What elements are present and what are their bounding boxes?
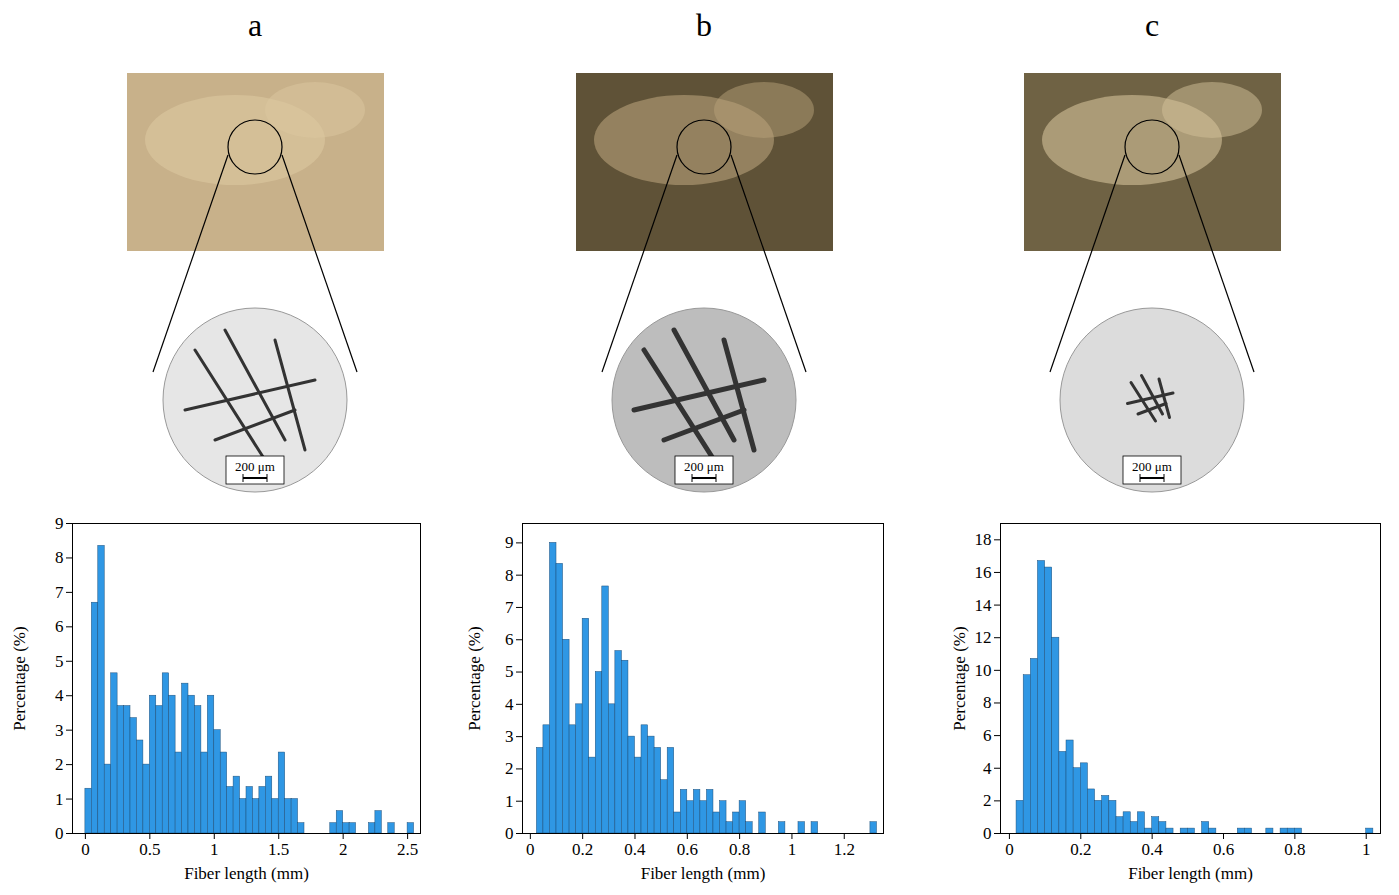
svg-text:4: 4: [983, 759, 992, 778]
svg-text:a: a: [248, 7, 262, 43]
svg-text:2: 2: [55, 755, 64, 774]
svg-text:0.8: 0.8: [1284, 840, 1305, 859]
svg-text:0.4: 0.4: [624, 840, 646, 859]
svg-text:18: 18: [975, 530, 992, 549]
svg-text:10: 10: [975, 661, 992, 680]
svg-text:4: 4: [505, 695, 514, 714]
svg-text:8: 8: [55, 548, 64, 567]
svg-text:0.2: 0.2: [572, 840, 593, 859]
svg-text:14: 14: [975, 596, 993, 615]
svg-text:2: 2: [339, 840, 348, 859]
svg-text:7: 7: [55, 583, 64, 602]
svg-text:16: 16: [975, 563, 992, 582]
svg-text:0: 0: [505, 824, 514, 843]
svg-text:0.2: 0.2: [1070, 840, 1091, 859]
svg-text:4: 4: [55, 686, 64, 705]
svg-text:8: 8: [983, 693, 992, 712]
svg-text:8: 8: [505, 566, 514, 585]
svg-text:b: b: [696, 7, 712, 43]
svg-text:Fiber length (mm): Fiber length (mm): [1128, 864, 1253, 883]
svg-text:0: 0: [526, 840, 535, 859]
svg-text:Percentage (%): Percentage (%): [465, 626, 484, 730]
svg-text:2.5: 2.5: [397, 840, 418, 859]
svg-text:Fiber length (mm): Fiber length (mm): [184, 864, 309, 883]
svg-text:200 μm: 200 μm: [235, 459, 275, 474]
svg-text:0.6: 0.6: [677, 840, 698, 859]
svg-text:200 μm: 200 μm: [684, 459, 724, 474]
svg-text:200 μm: 200 μm: [1132, 459, 1172, 474]
svg-text:0.8: 0.8: [729, 840, 750, 859]
svg-text:5: 5: [505, 662, 514, 681]
svg-text:0.6: 0.6: [1213, 840, 1234, 859]
svg-text:0: 0: [983, 824, 992, 843]
svg-text:6: 6: [505, 630, 514, 649]
svg-text:c: c: [1145, 7, 1159, 43]
svg-text:12: 12: [975, 628, 992, 647]
svg-text:1.5: 1.5: [268, 840, 289, 859]
svg-text:3: 3: [55, 721, 64, 740]
svg-text:0: 0: [55, 824, 64, 843]
svg-text:0: 0: [1005, 840, 1014, 859]
svg-text:1: 1: [210, 840, 219, 859]
svg-text:1: 1: [788, 840, 797, 859]
svg-text:9: 9: [505, 533, 514, 552]
svg-text:1: 1: [55, 789, 64, 808]
svg-text:Percentage (%): Percentage (%): [950, 626, 969, 730]
svg-text:9: 9: [55, 514, 64, 533]
svg-text:2: 2: [983, 791, 992, 810]
svg-text:1: 1: [1362, 840, 1371, 859]
svg-text:1.2: 1.2: [834, 840, 855, 859]
svg-text:0: 0: [81, 840, 90, 859]
svg-text:Percentage (%): Percentage (%): [10, 626, 29, 730]
svg-text:6: 6: [55, 617, 64, 636]
svg-text:1: 1: [505, 792, 514, 811]
svg-text:0.4: 0.4: [1142, 840, 1164, 859]
svg-text:6: 6: [983, 726, 992, 745]
svg-text:Fiber length (mm): Fiber length (mm): [641, 864, 766, 883]
svg-text:5: 5: [55, 652, 64, 671]
svg-text:7: 7: [505, 598, 514, 617]
svg-text:3: 3: [505, 727, 514, 746]
svg-text:2: 2: [505, 759, 514, 778]
svg-text:0.5: 0.5: [139, 840, 160, 859]
